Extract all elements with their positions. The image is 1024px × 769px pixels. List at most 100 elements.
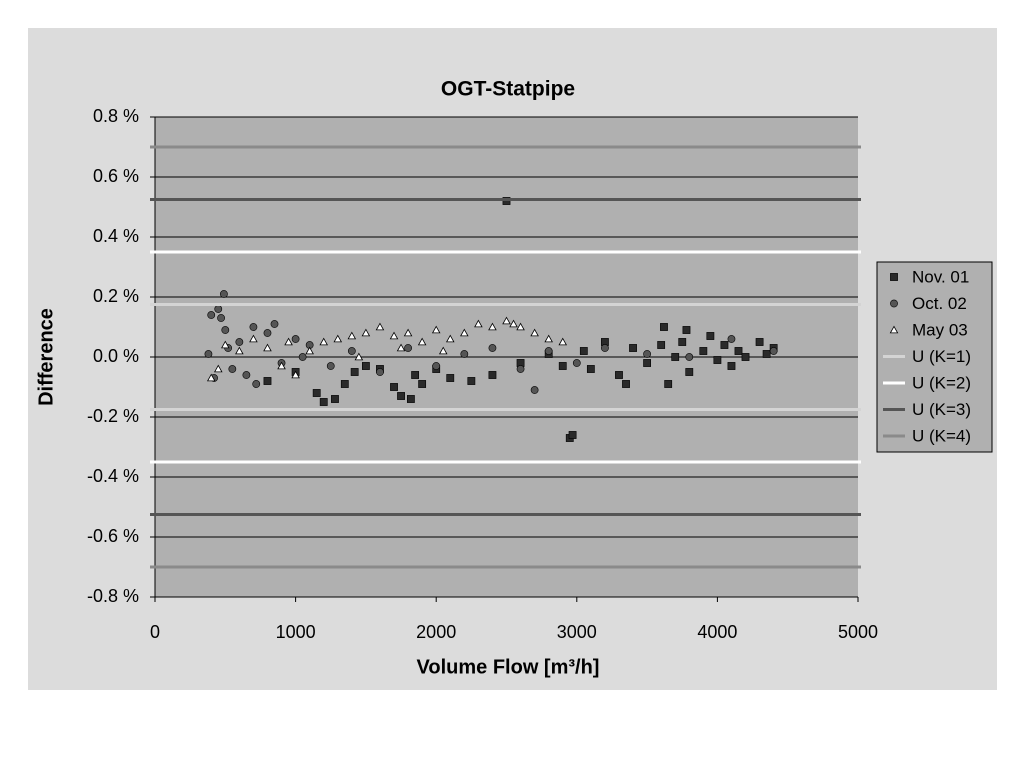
point (213, 364, 223, 373)
point (727, 362, 736, 370)
point (660, 323, 668, 331)
point (418, 380, 427, 388)
legend-label: May 03 (912, 320, 968, 339)
point (347, 331, 357, 340)
point (488, 371, 497, 379)
x-tick-label: 3000 (557, 622, 597, 642)
legend-label: U (K=4) (912, 426, 971, 445)
point (727, 335, 736, 343)
chart-title: OGT-Statpipe (441, 78, 575, 101)
point (263, 343, 272, 352)
point (643, 359, 651, 367)
point (755, 338, 764, 346)
point (445, 334, 455, 343)
point (544, 334, 553, 343)
point (643, 350, 651, 358)
x-tick-label: 2000 (416, 622, 456, 642)
point (219, 290, 228, 298)
point (615, 371, 623, 379)
point (586, 365, 595, 373)
point (682, 326, 691, 334)
legend-swatch (890, 299, 898, 308)
point (376, 368, 384, 376)
point (252, 380, 261, 388)
y-tick-label: -0.6 % (87, 526, 139, 546)
point (207, 311, 216, 319)
point (214, 305, 223, 313)
point (685, 368, 694, 376)
legend-label: Nov. 01 (912, 267, 969, 286)
point (432, 362, 441, 370)
point (270, 320, 279, 328)
point (361, 362, 370, 370)
point (397, 392, 405, 400)
legend-label: U (K=3) (912, 400, 971, 419)
point (762, 350, 771, 358)
point (664, 380, 673, 388)
point (601, 344, 609, 352)
point (558, 337, 568, 346)
point (417, 337, 427, 346)
point (217, 314, 225, 322)
legend-label: Oct. 02 (912, 294, 967, 313)
point (333, 334, 343, 343)
point (277, 361, 286, 370)
point (350, 368, 359, 376)
point (544, 347, 553, 355)
point (460, 328, 469, 337)
point (235, 338, 244, 346)
point (685, 353, 694, 361)
y-tick-label: 0.8 % (93, 106, 139, 126)
point (354, 352, 364, 361)
point (263, 377, 272, 385)
point (319, 398, 328, 406)
legend-swatch (889, 325, 899, 334)
point (699, 347, 708, 355)
y-tick-label: -0.8 % (87, 586, 139, 606)
point (206, 373, 216, 382)
y-tick-label: -0.4 % (87, 466, 139, 486)
x-tick-label: 1000 (276, 622, 316, 642)
point (375, 322, 385, 331)
point (446, 374, 455, 382)
point (390, 383, 398, 391)
point (460, 350, 469, 358)
y-tick-label: 0.2 % (93, 286, 139, 306)
y-tick-label: -0.2 % (87, 406, 139, 426)
point (629, 344, 637, 352)
y-tick-label: 0.4 % (93, 226, 139, 246)
point (249, 323, 258, 331)
point (221, 326, 230, 334)
point (221, 340, 230, 349)
point (235, 346, 244, 355)
point (530, 328, 539, 337)
point (579, 347, 588, 355)
x-axis-label: Volume Flow [m³/h] (417, 656, 600, 678)
point (389, 331, 399, 340)
point (568, 431, 577, 439)
point (713, 356, 722, 364)
point (263, 329, 272, 337)
x-tick-label: 0 (150, 622, 160, 642)
point (741, 353, 750, 361)
point (530, 386, 539, 394)
point (347, 347, 356, 355)
point (291, 370, 300, 379)
point (331, 395, 339, 403)
point (340, 380, 349, 388)
point (509, 319, 518, 328)
point (671, 353, 680, 361)
point (438, 346, 448, 355)
point (706, 332, 715, 340)
point (284, 337, 293, 346)
x-tick-label: 5000 (838, 622, 878, 642)
point (204, 350, 213, 358)
point (361, 328, 371, 337)
point (291, 335, 300, 343)
point (467, 377, 476, 385)
point (474, 319, 483, 328)
point (516, 365, 525, 373)
point (488, 344, 497, 352)
